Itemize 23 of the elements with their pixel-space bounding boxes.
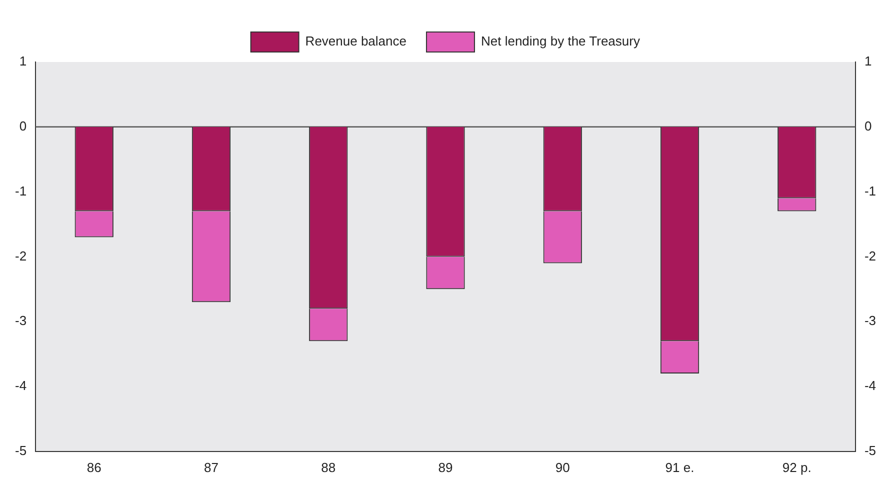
y-tick-label: -3 xyxy=(14,313,27,328)
y2-tick-label: -2 xyxy=(864,248,876,264)
y-tick-label: 0 xyxy=(19,118,27,134)
y-tick-label: -5 xyxy=(14,442,27,458)
y-tick-label: 1 xyxy=(19,54,27,69)
x-tick-label: 92 p. xyxy=(782,460,812,475)
y2-tick-label: 1 xyxy=(864,54,872,69)
y2-tick-label: -4 xyxy=(864,378,876,394)
y-tick-label: -2 xyxy=(14,248,27,264)
y-tick-label: -1 xyxy=(14,183,27,198)
y2-tick-label: -5 xyxy=(864,442,876,458)
x-tick-label: 90 xyxy=(555,460,570,475)
x-tick-label: 89 xyxy=(438,460,453,475)
x-tick-label: 87 xyxy=(204,460,218,475)
legend-label: Revenue balance xyxy=(305,34,407,49)
y2-tick-label: 0 xyxy=(864,118,872,134)
x-tick-label: 86 xyxy=(86,460,102,475)
x-tick-label: 88 xyxy=(321,460,336,475)
y-tick-label: -4 xyxy=(14,378,27,394)
y2-tick-label: -3 xyxy=(864,313,876,328)
legend-label: Net lending by the Treasury xyxy=(480,34,640,49)
x-tick-label: 91 e. xyxy=(665,460,694,475)
y2-tick-label: -1 xyxy=(864,183,876,198)
